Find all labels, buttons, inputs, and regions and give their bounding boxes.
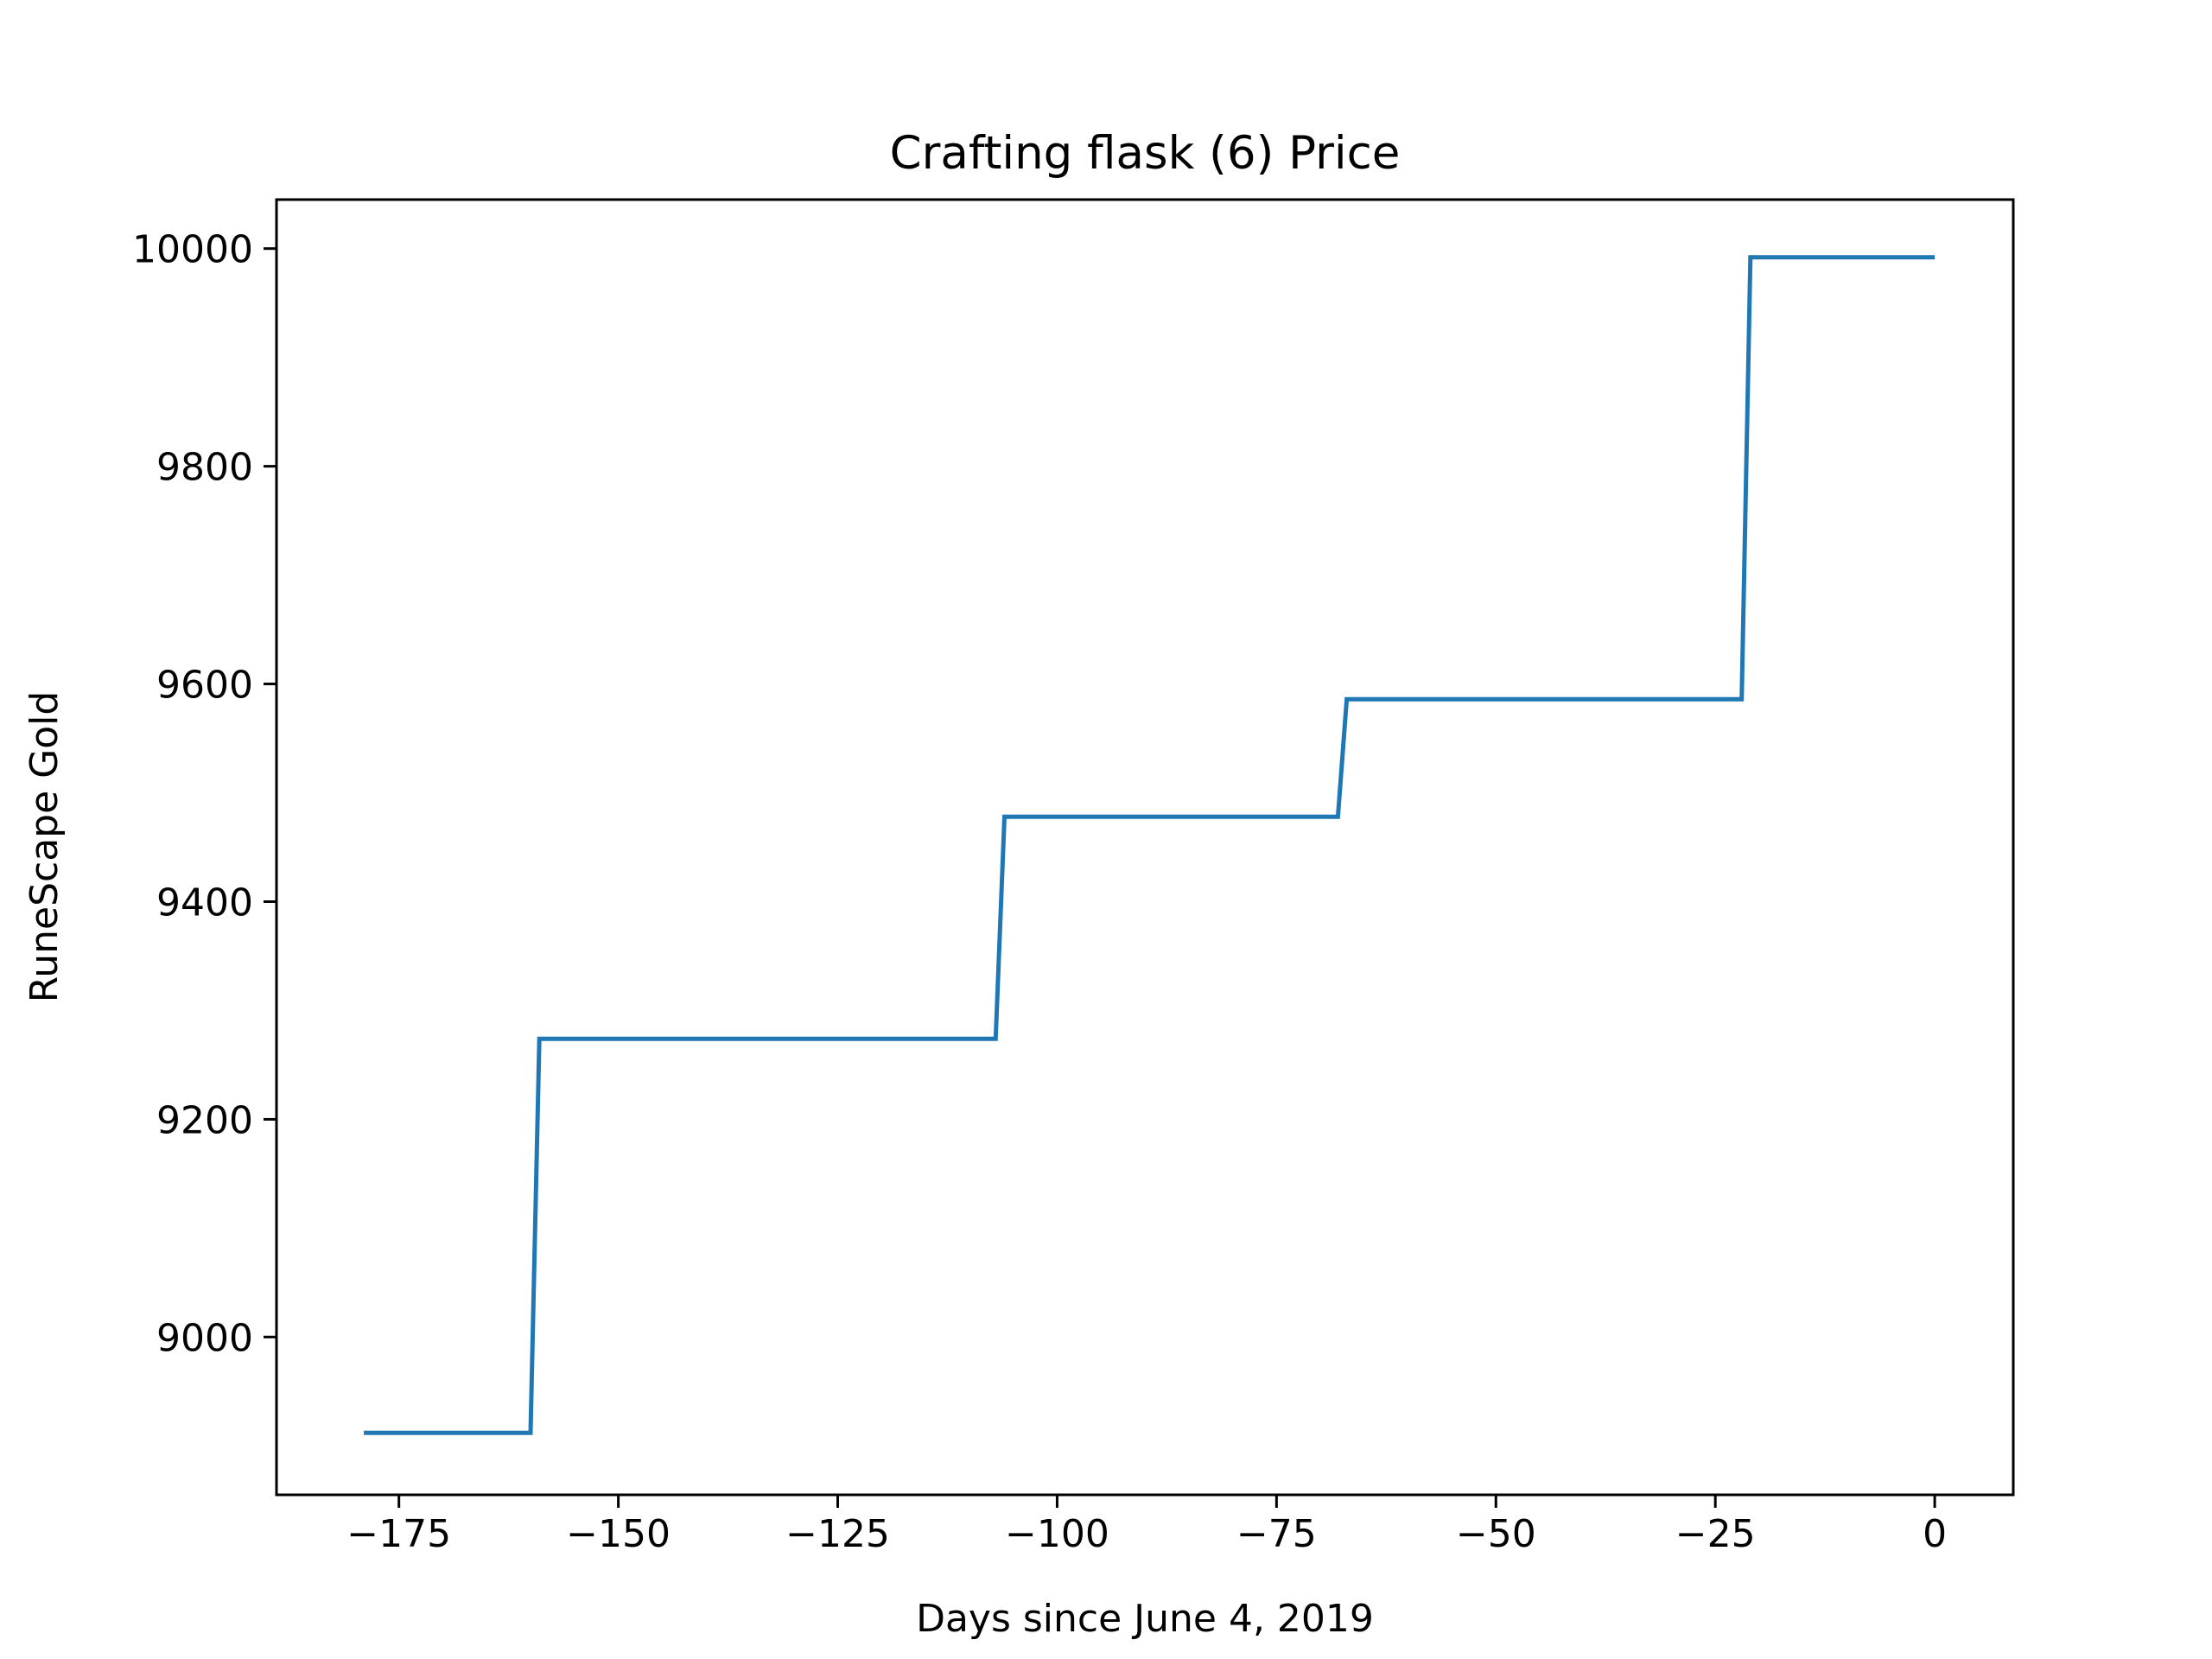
price-series-line bbox=[364, 255, 1936, 1435]
y-tick-label: 9000 bbox=[156, 1316, 253, 1360]
y-tick-label: 9800 bbox=[156, 446, 253, 490]
x-tick-label: −125 bbox=[785, 1512, 890, 1556]
x-axis-ticks: −175 −150 −125 −100 −75 −50 −25 0 bbox=[346, 1495, 1947, 1556]
data-layer bbox=[364, 255, 1936, 1435]
x-tick-label: −150 bbox=[566, 1512, 671, 1556]
y-axis-ticks: 9000 9200 9400 9600 9800 10000 bbox=[132, 228, 276, 1360]
y-tick-label: 9200 bbox=[156, 1098, 253, 1142]
x-tick-label: −175 bbox=[346, 1512, 451, 1556]
plot-frame bbox=[275, 198, 2015, 1497]
plot-area-background bbox=[276, 200, 2013, 1495]
y-tick-label: 10000 bbox=[132, 228, 253, 272]
x-tick-label: −75 bbox=[1236, 1512, 1317, 1556]
y-tick-label: 9400 bbox=[156, 880, 253, 925]
chart-title: Crafting flask (6) Price bbox=[890, 127, 1401, 180]
x-tick-label: −100 bbox=[1005, 1512, 1109, 1556]
x-tick-label: −50 bbox=[1456, 1512, 1536, 1556]
x-tick-label: −25 bbox=[1675, 1512, 1756, 1556]
x-tick-label: 0 bbox=[1923, 1512, 1947, 1556]
x-axis-label: Days since June 4, 2019 bbox=[916, 1597, 1374, 1641]
y-axis-label: RuneScape Gold bbox=[22, 691, 67, 1003]
y-tick-label: 9600 bbox=[156, 664, 253, 708]
